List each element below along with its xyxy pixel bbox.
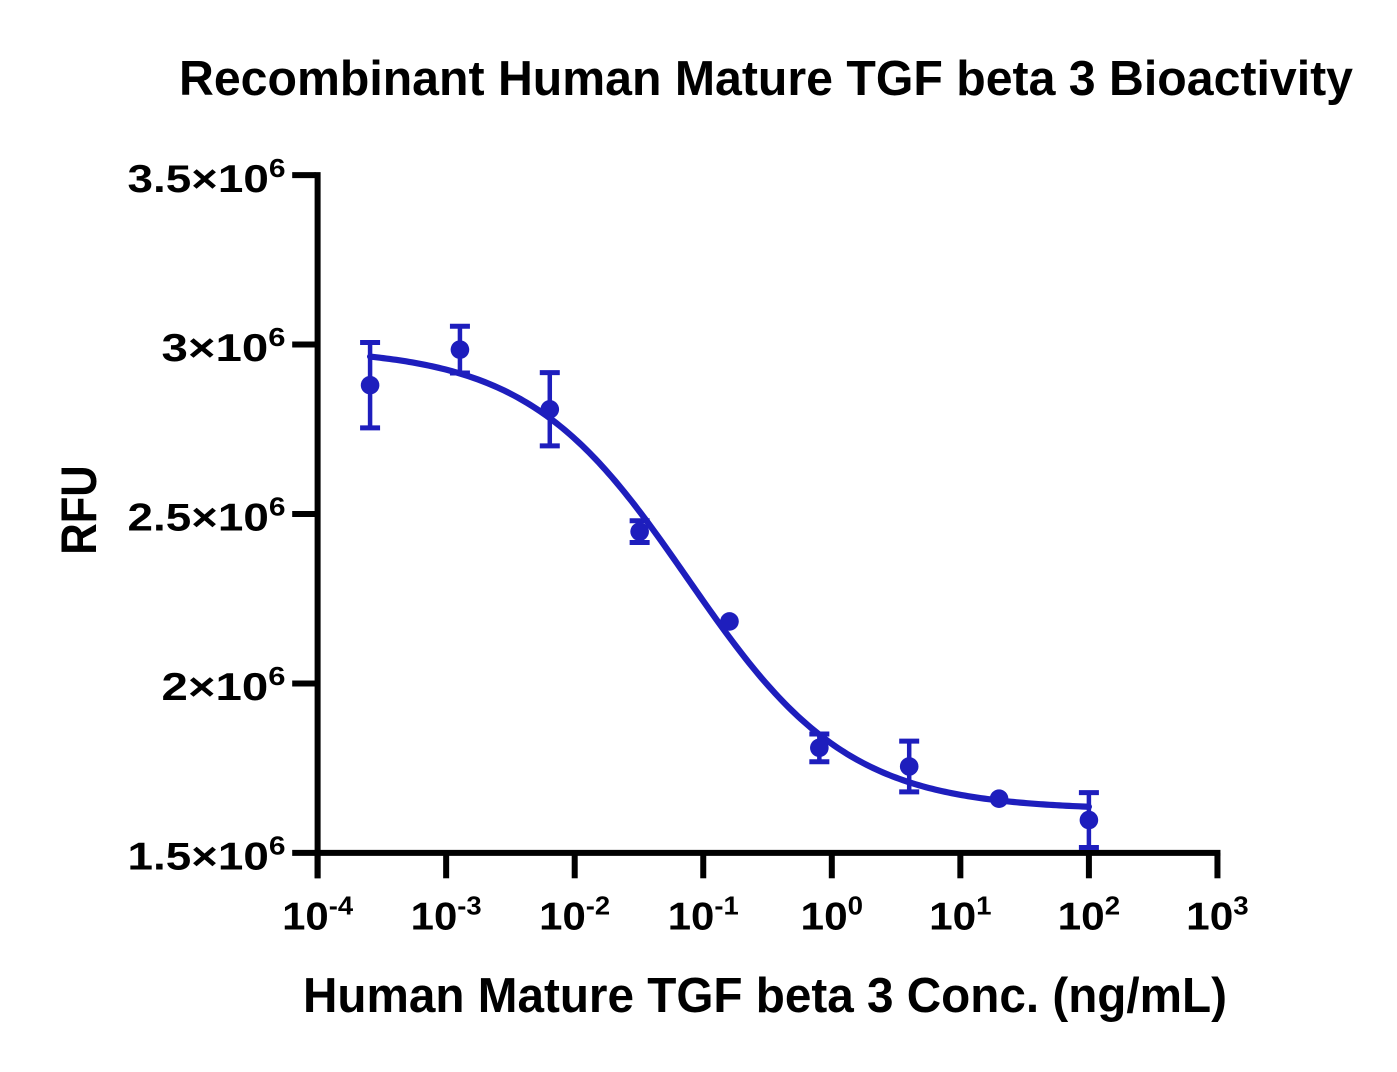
x-axis-title: Human Mature TGF beta 3 Conc. (ng/mL) — [303, 969, 1227, 1023]
x-tick-label: 10 2 — [1058, 893, 1121, 939]
y-tick-label: 2.5×10 6 — [128, 494, 286, 540]
x-tick-label: 10 -3 — [411, 893, 482, 939]
data-point — [360, 375, 380, 395]
error-bars — [360, 323, 1099, 850]
data-point — [450, 340, 470, 359]
y-tick-label: 1.5×10 6 — [128, 833, 286, 879]
axis-tick-labels: 1.5×10 6 2×10 6 2.5×10 6 3×10 6 3.5×10 6 10 -4 10 -3 1… — [128, 155, 1249, 939]
data-point — [810, 738, 829, 758]
x-tick-label: 10 -2 — [539, 893, 610, 939]
data-series — [360, 323, 1099, 850]
x-tick-label: 10 3 — [1186, 893, 1249, 939]
data-points — [360, 340, 1099, 830]
data-point — [540, 399, 560, 419]
x-tick-label: 10 -4 — [282, 893, 354, 939]
chart-title: Recombinant Human Mature TGF beta 3 Bioa… — [179, 52, 1353, 106]
x-tick-label: 10 -1 — [668, 893, 739, 939]
x-tick-label: 10 1 — [929, 893, 992, 939]
data-point — [899, 757, 919, 776]
data-point — [989, 789, 1009, 808]
y-tick-label: 3.5×10 6 — [128, 155, 286, 201]
y-tick-label: 2×10 6 — [162, 663, 286, 709]
y-axis-title: RFU — [51, 465, 107, 555]
data-point — [1079, 810, 1099, 830]
data-point — [630, 522, 649, 541]
x-tick-label: 10 0 — [801, 893, 864, 939]
plot-axes — [292, 172, 1221, 879]
data-point — [720, 612, 739, 631]
fit-curve — [366, 353, 1092, 810]
y-tick-label: 3×10 6 — [162, 324, 286, 370]
